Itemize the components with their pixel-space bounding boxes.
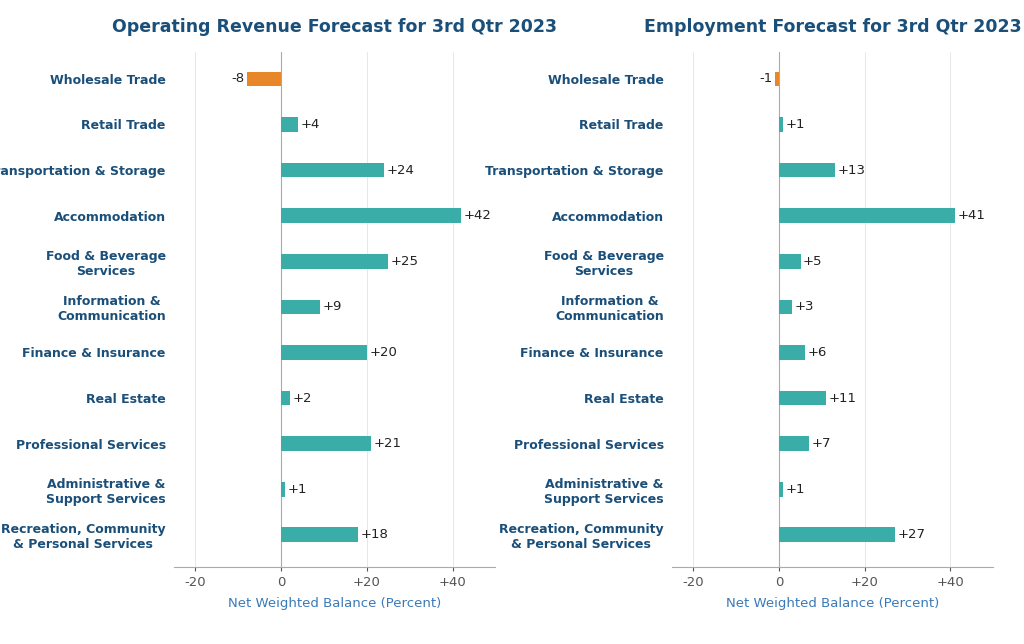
Text: +11: +11 [828,392,857,404]
X-axis label: Net Weighted Balance (Percent): Net Weighted Balance (Percent) [726,597,939,610]
Bar [282,436,371,451]
Bar [779,163,835,177]
Bar [779,345,805,360]
X-axis label: Net Weighted Balance (Percent): Net Weighted Balance (Percent) [228,597,441,610]
Text: +1: +1 [786,118,806,131]
Text: +20: +20 [370,346,397,359]
Text: +25: +25 [391,255,419,268]
Bar [282,163,384,177]
Text: +7: +7 [812,437,831,450]
Text: +27: +27 [897,528,926,542]
Bar [282,117,298,132]
Bar [779,117,783,132]
Text: +24: +24 [386,164,415,176]
Title: Operating Revenue Forecast for 3rd Qtr 2023: Operating Revenue Forecast for 3rd Qtr 2… [113,18,557,36]
Text: +1: +1 [786,483,806,496]
Text: +13: +13 [838,164,865,176]
Text: +6: +6 [807,346,826,359]
Title: Employment Forecast for 3rd Qtr 2023: Employment Forecast for 3rd Qtr 2023 [644,18,1022,36]
Text: -1: -1 [759,72,772,86]
Bar [282,391,290,405]
Bar [779,527,895,542]
Bar [282,527,358,542]
Bar [282,482,286,497]
Text: +42: +42 [464,209,492,222]
Text: +18: +18 [360,528,389,542]
Bar [779,482,783,497]
Bar [779,254,801,269]
Bar [247,71,282,86]
Text: +41: +41 [957,209,985,222]
Bar [282,299,319,314]
Bar [282,345,367,360]
Bar [779,208,954,223]
Text: -8: -8 [231,72,245,86]
Bar [775,71,779,86]
Text: +21: +21 [374,437,401,450]
Text: +9: +9 [323,300,342,314]
Text: +5: +5 [803,255,822,268]
Bar [282,208,461,223]
Text: +3: +3 [795,300,814,314]
Bar [779,436,809,451]
Bar [282,254,388,269]
Text: +2: +2 [292,392,311,404]
Text: +1: +1 [288,483,307,496]
Bar [779,391,826,405]
Text: +4: +4 [301,118,321,131]
Bar [779,299,792,314]
